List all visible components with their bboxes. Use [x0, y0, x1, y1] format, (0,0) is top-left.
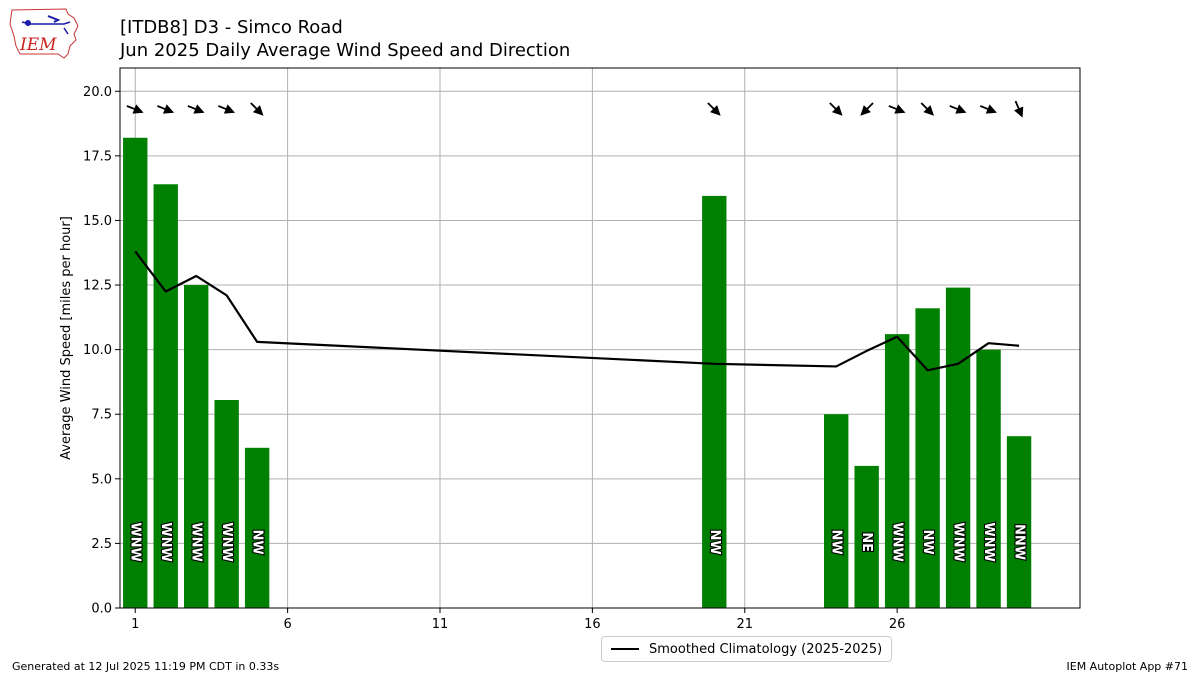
y-tick-label: 10.0: [83, 343, 112, 358]
bar: [945, 287, 971, 608]
climatology-line: [134, 250, 1020, 372]
wind-arrow-head: [860, 105, 871, 116]
direction-label: WNW: [219, 522, 234, 562]
wind-arrow-head: [955, 104, 967, 114]
y-tick-label: 12.5: [83, 279, 112, 294]
x-tick-label: 11: [432, 617, 449, 632]
chart-title: [ITDB8] D3 - Simco Road: [120, 17, 343, 38]
y-tick-label: 5.0: [91, 472, 112, 487]
direction-label: NW: [920, 529, 935, 554]
plot-frame: [119, 67, 1081, 609]
y-tick-label: 0.0: [91, 602, 112, 617]
legend: Smoothed Climatology (2025-2025): [601, 636, 893, 662]
wind-arrow-head: [162, 104, 175, 114]
wind-arrow-head: [923, 105, 934, 116]
x-tick-label: 1: [131, 617, 139, 632]
x-axis: 1 6 11 16 21 26: [131, 608, 905, 632]
direction-label: NE: [859, 532, 874, 552]
x-tick-label: 16: [584, 617, 601, 632]
bar: [915, 308, 940, 608]
y-tick-label: 2.5: [91, 537, 112, 552]
direction-label: NW: [707, 529, 722, 554]
x-tick-label: 26: [889, 617, 906, 632]
direction-label: WNW: [158, 522, 173, 562]
x-tick-label: 6: [283, 617, 291, 632]
wind-arrow-head: [132, 104, 144, 114]
bar: [702, 195, 727, 609]
chart-subtitle: Jun 2025 Daily Average Wind Speed and Di…: [120, 40, 571, 61]
y-tick-label: 20.0: [83, 85, 112, 100]
wind-arrow-head: [710, 105, 721, 116]
iem-logo: IEM: [8, 6, 80, 60]
y-tick-label: 15.0: [83, 214, 112, 229]
direction-label: WNW: [189, 522, 204, 562]
bar: [854, 465, 879, 608]
wind-arrow-head: [252, 105, 264, 116]
bar: [1006, 436, 1032, 608]
direction-label: WNW: [951, 522, 966, 562]
wind-arrow-head: [831, 105, 843, 116]
direction-label: NW: [250, 529, 265, 554]
wind-arrow-head: [1014, 106, 1024, 118]
app-label: IEM Autoplot App #71: [1066, 660, 1189, 673]
y-tick-label: 17.5: [83, 149, 112, 164]
bar: [184, 285, 209, 608]
legend-label: Smoothed Climatology (2025-2025): [649, 641, 883, 657]
wind-arrow-head: [894, 104, 906, 114]
generated-timestamp: Generated at 12 Jul 2025 11:19 PM CDT in…: [12, 660, 280, 673]
direction-labels: WNW WNW WNW WNW NW NW NW NE WNW NW WNW WNW NNW: [127, 521, 1028, 563]
y-axis-label: Average Wind Speed [miles per hour]: [59, 216, 74, 460]
bars: [123, 137, 1032, 609]
wind-arrows: [126, 100, 1024, 118]
wind-arrow-head: [193, 104, 205, 114]
bar: [884, 334, 910, 608]
wind-arrow-head: [223, 104, 236, 114]
y-axis: 0.0 2.5 5.0 7.5 10.0 12.5 15.0 17.5 20.0: [83, 85, 120, 617]
logo-text: IEM: [19, 35, 57, 55]
bar: [244, 447, 270, 608]
direction-label: WNW: [890, 522, 905, 562]
direction-label: NNW: [1012, 524, 1027, 560]
bar: [123, 137, 148, 608]
direction-label: WNW: [981, 522, 996, 562]
wind-arrow-head: [985, 104, 997, 114]
legend-line-swatch: [611, 648, 639, 650]
bar: [153, 184, 178, 608]
bar: [214, 400, 239, 608]
direction-label: WNW: [128, 522, 143, 562]
bar: [824, 414, 849, 608]
bar: [976, 349, 1001, 608]
x-tick-label: 21: [736, 617, 753, 632]
direction-label: NW: [829, 529, 844, 554]
iowa-map-icon: IEM: [9, 8, 79, 59]
climatology-series-line: [134, 250, 1020, 372]
y-tick-label: 7.5: [91, 408, 112, 423]
